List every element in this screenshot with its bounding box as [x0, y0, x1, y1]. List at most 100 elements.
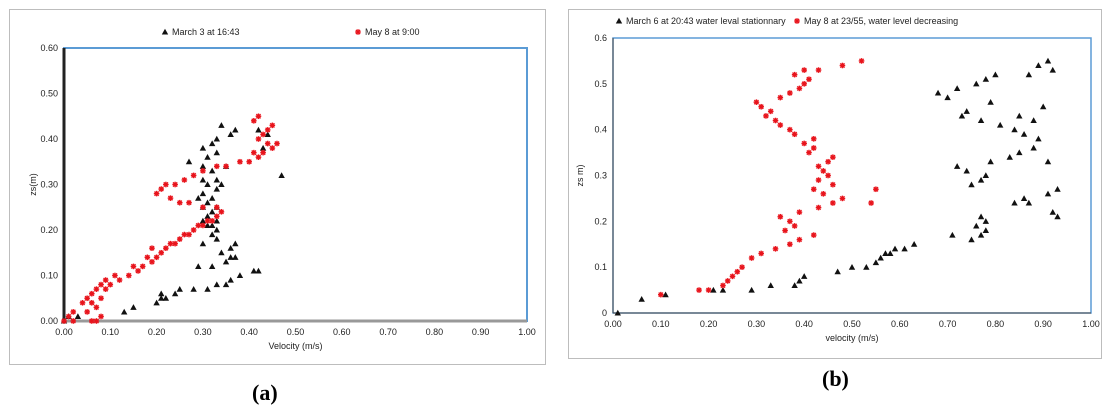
data-point-triangle — [953, 85, 961, 91]
data-point-asterisk — [213, 163, 220, 170]
data-point-triangle — [204, 222, 211, 229]
data-point-triangle — [944, 94, 951, 101]
data-point-asterisk — [806, 149, 812, 156]
y-tick-label: 0.5 — [594, 79, 607, 89]
data-point-asterisk — [796, 85, 803, 92]
data-point-asterisk — [787, 241, 793, 248]
data-point-asterisk — [791, 71, 798, 78]
legend-label: May 8 at 9:00 — [365, 27, 420, 37]
data-point-asterisk — [167, 195, 174, 201]
data-point-asterisk — [200, 168, 206, 174]
data-point-asterisk — [93, 318, 100, 324]
data-point-triangle — [848, 263, 856, 270]
data-point-triangle — [963, 167, 970, 174]
data-point-triangle — [208, 167, 216, 174]
data-point-asterisk — [787, 218, 793, 225]
y-tick-label: 0.6 — [594, 33, 607, 43]
x-tick-label: 0.50 — [287, 327, 305, 337]
data-point-asterisk — [777, 122, 784, 128]
x-tick-label: 0.50 — [843, 319, 861, 329]
data-point-asterisk — [729, 273, 736, 280]
series-red — [61, 113, 280, 324]
x-axis-label: Velocity (m/s) — [268, 341, 322, 351]
data-point-triangle — [278, 172, 285, 178]
data-point-asterisk — [269, 122, 276, 129]
data-point-asterisk — [65, 313, 72, 320]
data-point-asterisk — [815, 163, 822, 170]
data-point-triangle — [877, 254, 884, 261]
data-point-triangle — [199, 190, 207, 197]
data-point-triangle — [204, 213, 211, 219]
data-point-triangle — [1011, 126, 1018, 133]
chart-panel-a: 0.00 0.10 0.20 0.30 0.40 0.50 0.60 0.70 0.80 0.90… — [9, 9, 546, 365]
data-point-asterisk — [839, 62, 846, 69]
legend-label: March 6 at 20:43 water leval stationnary — [626, 16, 786, 26]
data-point-asterisk — [98, 281, 104, 288]
data-point-triangle — [801, 273, 808, 279]
data-point-asterisk — [251, 118, 257, 124]
data-point-asterisk — [260, 131, 266, 138]
data-point-asterisk — [772, 117, 779, 124]
y-tick-label: 0.2 — [594, 216, 607, 226]
data-point-triangle — [255, 126, 262, 133]
data-point-asterisk — [70, 318, 77, 324]
series-red — [658, 58, 879, 298]
data-point-triangle — [259, 144, 267, 151]
data-point-asterisk — [767, 108, 774, 115]
data-point-triangle — [74, 313, 82, 320]
y-axis-label: zs m) — [575, 165, 585, 187]
data-point-triangle — [1020, 195, 1028, 201]
y-tick-label: 0.00 — [40, 316, 58, 326]
y-tick-label: 0 — [602, 308, 607, 318]
data-point-triangle — [887, 250, 894, 256]
data-point-triangle — [204, 285, 211, 292]
data-point-triangle — [719, 286, 727, 293]
data-point-asterisk — [153, 254, 160, 261]
data-point-triangle — [213, 217, 220, 224]
data-point-triangle — [1054, 186, 1061, 192]
x-tick-label: 0.30 — [194, 327, 212, 337]
data-point-asterisk — [158, 186, 165, 192]
y-tick-label: 0.60 — [40, 43, 58, 53]
data-point-triangle — [208, 140, 216, 147]
data-point-asterisk — [782, 227, 788, 234]
data-point-asterisk — [218, 209, 225, 215]
data-point-asterisk — [734, 268, 741, 275]
data-point-triangle — [208, 231, 216, 238]
data-point-asterisk — [246, 158, 252, 165]
data-point-triangle — [130, 304, 137, 310]
data-point-triangle — [910, 241, 918, 247]
data-point-asterisk — [93, 304, 100, 311]
data-point-asterisk — [163, 245, 169, 251]
data-point-triangle — [767, 282, 774, 289]
x-tick-label: 0.10 — [652, 319, 670, 329]
data-point-triangle — [250, 267, 258, 274]
data-point-asterisk — [696, 287, 702, 293]
data-point-triangle — [213, 281, 220, 288]
data-point-asterisk — [739, 264, 745, 270]
data-point-asterisk — [868, 200, 874, 206]
data-point-asterisk — [753, 99, 760, 105]
data-point-asterisk — [98, 313, 104, 320]
data-point-triangle — [863, 263, 870, 270]
data-point-triangle — [264, 131, 271, 138]
data-point-triangle — [958, 112, 966, 119]
data-point-asterisk — [79, 300, 86, 306]
data-point-asterisk — [61, 318, 67, 324]
y-tick-label: 0.50 — [40, 89, 58, 99]
chart-a-svg: 0.00 0.10 0.20 0.30 0.40 0.50 0.60 0.70 0.80 0.90… — [28, 27, 536, 351]
data-point-triangle — [204, 199, 211, 206]
x-tick-label: 0.70 — [939, 319, 957, 329]
legend-marker-asterisk — [794, 18, 800, 24]
data-point-asterisk — [190, 227, 197, 233]
data-point-triangle — [977, 213, 985, 220]
data-point-triangle — [891, 245, 899, 252]
data-point-asterisk — [149, 259, 155, 265]
data-point-triangle — [185, 158, 193, 165]
data-point-asterisk — [88, 318, 95, 324]
data-point-triangle — [232, 254, 239, 260]
y-tick-label: 0.40 — [40, 134, 58, 144]
data-point-triangle — [953, 163, 961, 169]
data-point-asterisk — [810, 145, 817, 151]
data-point-triangle — [796, 277, 803, 284]
